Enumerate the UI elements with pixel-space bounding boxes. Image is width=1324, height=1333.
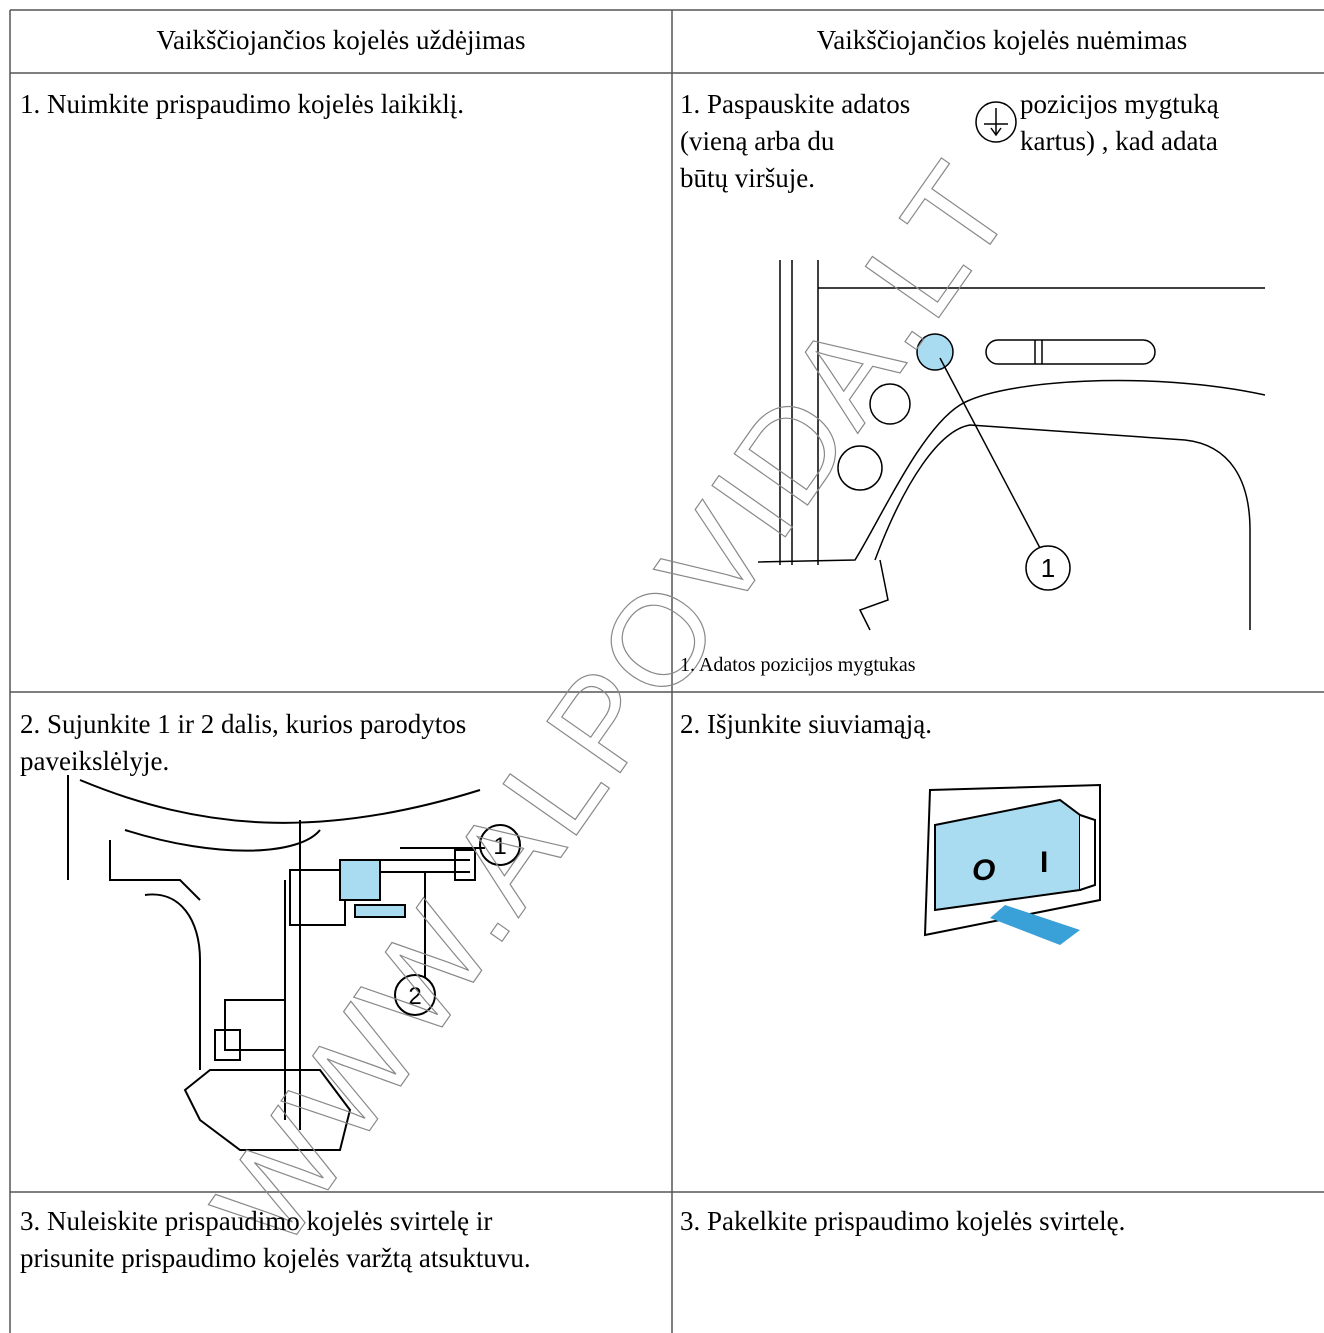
header-cell: Vaikščiojančios kojelės uždėjimas [156,25,526,55]
caption: 1. Adatos pozicijos mygtukas [680,654,916,676]
step-text: 2. Sujunkite 1 ir 2 dalis, kurios parody… [20,709,467,739]
step-text: 1. Paspauskite adatos [680,89,911,119]
switch-label: O [972,854,995,887]
step-text: pozicijos mygtuką [1020,89,1219,119]
step-text: būtų viršuje. [680,163,815,193]
step-text: 1. Nuimkite prispaudimo kojelės laikiklį… [20,89,464,119]
step-text: 2. Išjunkite siuviamąją. [680,709,932,739]
needle-icon [975,101,1017,143]
table-borders [9,9,1324,1333]
step-text: 3. Nuleiskite prispaudimo kojelės svirte… [20,1206,493,1236]
step-text: kartus) , kad adata [1020,126,1218,156]
watermark: WWW.ALPOVIDA.LT [185,136,1042,1273]
step-text: 3. Pakelkite prispaudimo kojelės svirtel… [680,1206,1126,1236]
callout: 1 [1041,553,1055,583]
callout: 1 [493,833,506,860]
callout: 2 [408,983,421,1010]
switch-figure [923,783,1101,945]
switch-label: I [1040,846,1048,879]
step-text: paveikslėlyje. [20,746,170,776]
foot-figure [67,775,521,1151]
panel-figure [757,260,1266,631]
header-cell: Vaikščiojančios kojelės nuėmimas [816,25,1188,55]
step-text: prisunite prispaudimo kojelės varžtą ats… [20,1243,531,1273]
step-text: (vieną arba du [680,126,835,156]
